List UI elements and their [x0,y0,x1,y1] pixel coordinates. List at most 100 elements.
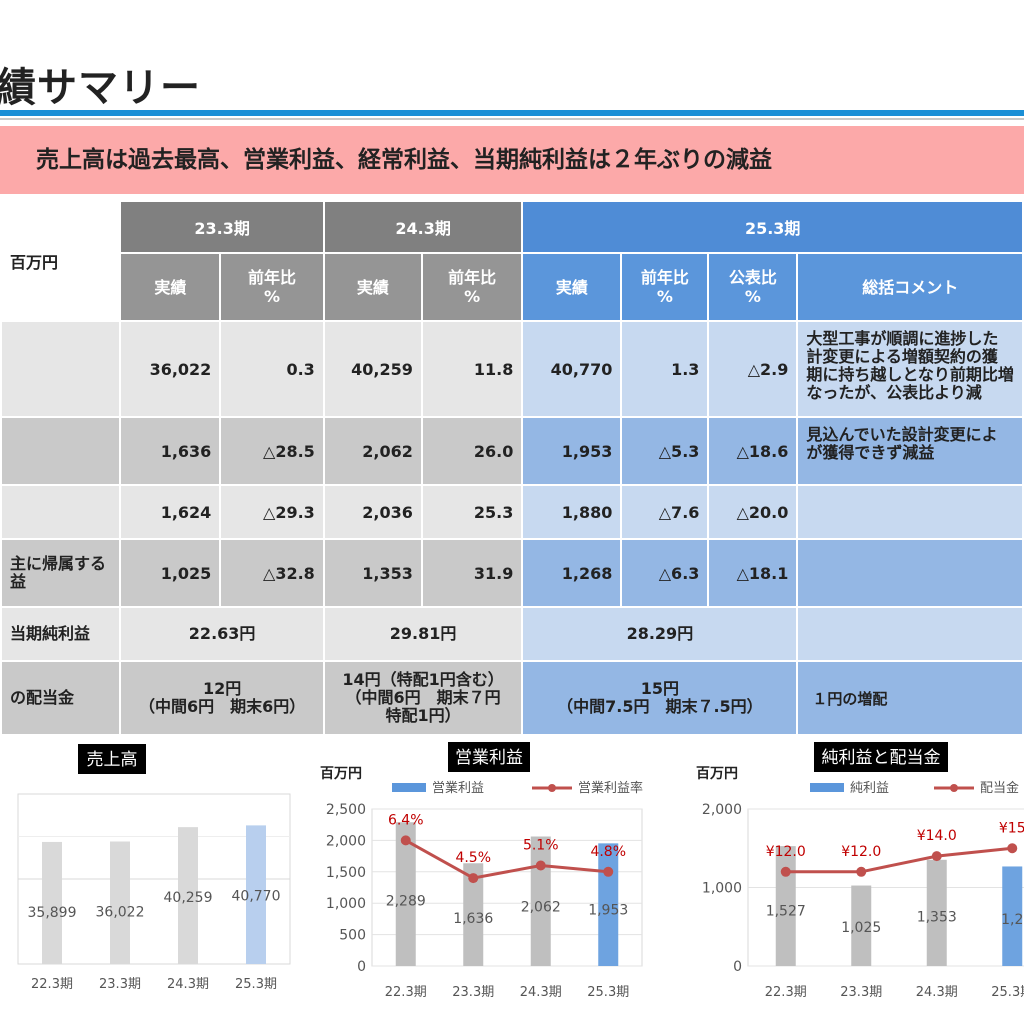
data-label: 36,022 [96,905,145,921]
value-cell: 2,062 [322,416,423,486]
value-cell: 1,953 [521,416,623,486]
chart-title-box [814,742,948,772]
legend-line-marker [548,784,556,792]
dividend-24: 14円（特配1円含む） （中間6円 期末７円 特配1円） [322,660,524,736]
yoy-cell: 25.3 [420,484,524,540]
title-underline-secondary [0,118,1024,120]
chart-title: 売上高 [87,750,138,770]
table-row: 36,022 0.3 40,259 11.8 40,770 1.3 △2.9 大… [0,320,1024,418]
row-label-dividend: の配当金 [0,660,122,736]
results-table: 百万円 23.3期 24.3期 25.3期 実績 前年比% 実績 前年比% 実績… [0,200,1024,736]
value-cell: 1,636 [119,416,222,486]
line-data-label: 6.4% [388,812,424,828]
summary-banner: 売上高は過去最高、営業利益、経常利益、当期純利益は２年ぶりの減益 [0,126,1024,194]
comment-cell: 大型工事が順調に進捗した 計変更による増額契約の獲 期に持ち越しとなり前期比増 なった… [796,320,1024,418]
row-label [0,320,122,418]
eps-comment [796,606,1024,662]
line-data-label: ¥12.0 [766,844,806,860]
vs-plan-cell: △18.6 [707,416,799,486]
row-label [0,484,122,540]
legend-label: 配当金 [980,780,1019,796]
value-cell: 40,259 [322,320,423,418]
legend-label: 営業利益 [432,780,484,796]
table-row: 当期純利益 22.63円 29.81円 28.29円 [0,606,1024,662]
row-label-eps: 当期純利益 [0,606,122,662]
value-cell: 36,022 [119,320,222,418]
row-label [0,416,122,486]
line-data-label: 5.1% [523,838,559,854]
comment-cell: 見込んでいた設計変更によ が獲得できず減益 [796,416,1024,486]
vs-plan-cell: △20.0 [707,484,799,540]
bar [1002,866,1023,966]
line-data-label: ¥15 [999,820,1024,836]
page-title: 績サマリー [0,65,201,111]
subheader-actual: 実績 [119,252,222,322]
dividend-23: 12円 （中間6円 期末6円） [119,660,325,736]
yoy-cell: △7.6 [620,484,710,540]
x-tick-label: 23.3期 [99,977,141,992]
subheader-yoy: 前年比% [420,252,524,322]
yoy-cell: 26.0 [420,416,524,486]
chart-title: 純利益と配当金 [822,748,941,768]
series-line [405,839,609,880]
x-tick-label: 24.3期 [167,977,209,992]
subheader-actual: 実績 [521,252,623,322]
vs-plan-cell: △18.1 [707,538,799,608]
bar [775,846,796,966]
line-data-label: 4.5% [455,850,491,866]
bar [463,863,484,966]
chart-title: 営業利益 [455,748,523,768]
data-label: 2,289 [386,894,426,910]
y-tick-label: 2,500 [326,802,366,818]
x-tick-label: 22.3期 [765,985,807,1000]
y-tick-label: 2,000 [702,802,742,818]
y-tick-label: 1,000 [702,881,742,897]
subheader-actual: 実績 [322,252,423,322]
line-marker [856,866,867,877]
eps-23: 22.63円 [119,606,325,662]
bar [598,843,619,966]
y-tick-label: 500 [339,928,366,944]
legend-line-marker [950,784,958,792]
dividend-25: 15円 （中間7.5円 期末７.5円） [521,660,799,736]
data-label: 1,636 [453,911,493,927]
yoy-cell: 1.3 [620,320,710,418]
x-tick-label: 22.3期 [31,977,73,992]
subheader-vs-plan: 公表比% [707,252,799,322]
x-tick-label: 25.3期 [587,985,629,1000]
y-tick-label: 0 [733,959,742,975]
bar [395,822,416,966]
y-tick-label: 2,000 [326,833,366,849]
eps-25: 28.29円 [521,606,799,662]
row-label: 主に帰属する益 [0,538,122,608]
yoy-cell: △28.5 [219,416,325,486]
legend-label: 営業利益率 [578,780,643,796]
yoy-cell: 31.9 [420,538,524,608]
x-tick-label: 25.3期 [235,977,277,992]
x-tick-label: 25.3期 [991,985,1024,1000]
table-row: の配当金 12円 （中間6円 期末6円） 14円（特配1円含む） （中間6円 期末７… [0,660,1024,736]
bar [851,885,872,966]
period-header-25: 25.3期 [521,200,1024,254]
yoy-cell: 11.8 [420,320,524,418]
line-marker [468,873,479,884]
sales-chart: 売上高 35,899 22.3期 36,022 23.3期 40,259 24.3期 40,7… [17,744,291,992]
bar [530,836,551,966]
value-cell: 1,880 [521,484,623,540]
unit-label: 百万円 [10,253,59,272]
legend-label: 純利益 [850,781,889,796]
dividend-comment: １円の増配 [796,660,1024,736]
value-cell: 1,025 [119,538,222,608]
value-cell: 1,268 [521,538,623,608]
legend-bar-swatch [392,783,426,792]
unit-cell: 百万円 [0,200,122,322]
unit-label: 百万円 [696,766,738,782]
data-label: 1,2 [1001,912,1023,928]
vs-plan-cell: △2.9 [707,320,799,418]
yoy-cell: △6.3 [620,538,710,608]
period-header-24: 24.3期 [322,200,524,254]
line-marker [931,851,942,862]
table-row: 主に帰属する益 1,025 △32.8 1,353 31.9 1,268 △6.… [0,538,1024,608]
x-tick-label: 24.3期 [520,985,562,1000]
